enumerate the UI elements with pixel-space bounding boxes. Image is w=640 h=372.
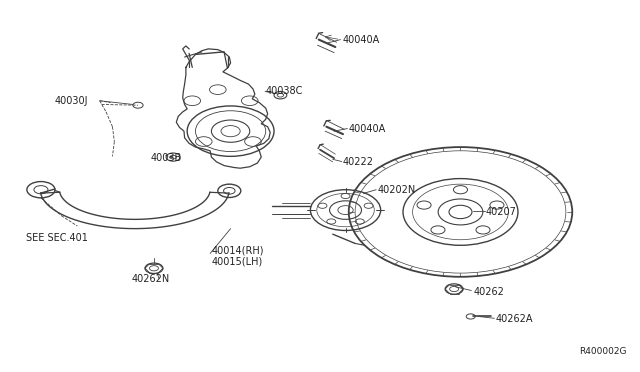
Text: 40207: 40207 (486, 207, 517, 217)
Text: 40040A: 40040A (342, 35, 380, 45)
Text: 40014(RH): 40014(RH) (211, 246, 264, 256)
Text: SEE SEC.401: SEE SEC.401 (26, 233, 88, 243)
Text: 40262: 40262 (473, 286, 504, 296)
Text: 40202N: 40202N (378, 185, 416, 195)
Text: 40038C: 40038C (266, 87, 303, 96)
Text: 40262N: 40262N (132, 274, 170, 284)
Text: R400002G: R400002G (579, 347, 627, 356)
Text: 40222: 40222 (342, 157, 373, 167)
Text: 40040A: 40040A (349, 124, 386, 134)
Text: 4003B: 4003B (151, 153, 182, 163)
Text: 40015(LH): 40015(LH) (211, 257, 262, 267)
Text: 40262A: 40262A (495, 314, 533, 324)
Text: 40030J: 40030J (55, 96, 88, 106)
